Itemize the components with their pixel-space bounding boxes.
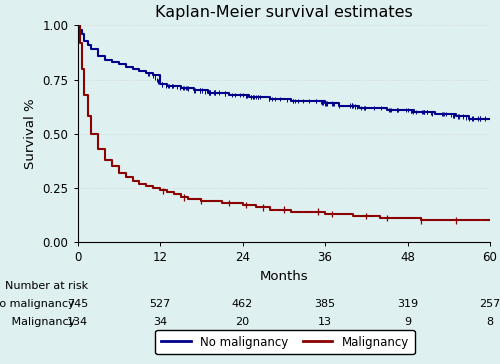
Text: 257: 257 bbox=[480, 299, 500, 309]
Text: 385: 385 bbox=[314, 299, 336, 309]
Text: No malignancy: No malignancy bbox=[0, 299, 75, 309]
Text: 462: 462 bbox=[232, 299, 253, 309]
Title: Kaplan-Meier survival estimates: Kaplan-Meier survival estimates bbox=[155, 5, 412, 20]
Text: 9: 9 bbox=[404, 317, 411, 327]
Text: 13: 13 bbox=[318, 317, 332, 327]
Text: 527: 527 bbox=[150, 299, 171, 309]
Text: 20: 20 bbox=[236, 317, 250, 327]
Text: 745: 745 bbox=[67, 299, 88, 309]
Text: 34: 34 bbox=[153, 317, 167, 327]
Legend: No malignancy, Malignancy: No malignancy, Malignancy bbox=[156, 330, 414, 355]
Y-axis label: Survival %: Survival % bbox=[24, 98, 37, 169]
Text: 134: 134 bbox=[67, 317, 88, 327]
Text: 8: 8 bbox=[486, 317, 494, 327]
Text: Malignancy: Malignancy bbox=[1, 317, 75, 327]
X-axis label: Months: Months bbox=[260, 270, 308, 282]
Text: 319: 319 bbox=[397, 299, 418, 309]
Text: Number at risk: Number at risk bbox=[5, 281, 88, 291]
